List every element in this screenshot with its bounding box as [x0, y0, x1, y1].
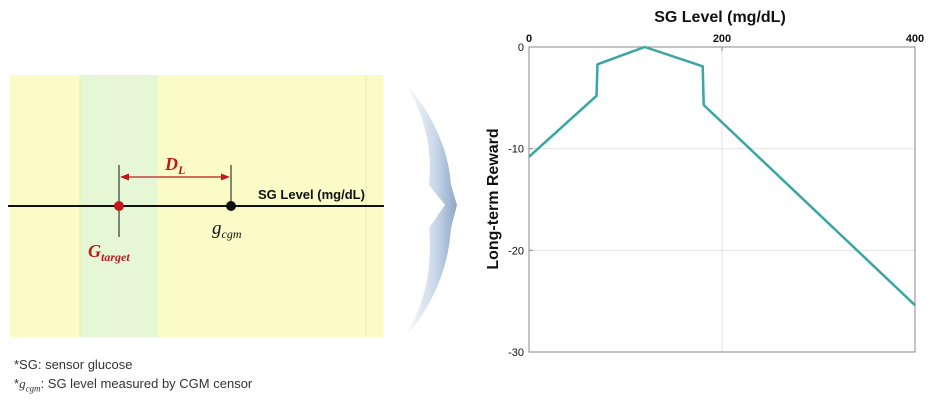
- x-tick-label: 200: [713, 33, 731, 45]
- target-label: Gtarget: [88, 241, 130, 264]
- chart-grid: [529, 47, 915, 352]
- distance-arrow-left-head: [120, 173, 129, 181]
- y-tick-label: -30: [508, 347, 524, 359]
- x-tick-label: 0: [526, 33, 532, 45]
- x-tick-label: 400: [906, 33, 924, 45]
- target-point: [114, 201, 124, 211]
- chart-ticks: 0 -10 -20 -30 0 200 400: [508, 33, 924, 359]
- chart-y-axis-label: Long-term Reward: [485, 128, 502, 269]
- cgm-footnote-sub: cgm: [25, 383, 41, 394]
- sg-axis-label: SG Level (mg/dL): [258, 187, 365, 202]
- distance-label: DL: [164, 154, 185, 177]
- cgm-label: gcgm: [212, 218, 242, 241]
- transition-arrow-shape: [403, 80, 457, 340]
- cgm-footnote: *gcgm: SG level measured by CGM censor: [14, 376, 252, 394]
- reward-distance-diagram: SG Level (mg/dL) DL Gtarget gcgm *SG: se…: [0, 0, 400, 401]
- cgm-footnote-symbol: g: [19, 376, 26, 391]
- y-tick-label: -20: [508, 245, 524, 257]
- cgm-footnote-text: : SG level measured by CGM censor: [40, 376, 253, 391]
- cgm-point: [226, 201, 236, 211]
- reward-series-line: [528, 45, 916, 307]
- distance-diagram-svg: SG Level (mg/dL) DL Gtarget gcgm: [8, 75, 384, 337]
- chart-title: SG Level (mg/dL): [654, 9, 786, 26]
- transition-arrow: [403, 80, 457, 340]
- cgm-footnote-prefix: *: [14, 376, 20, 391]
- y-tick-label: 0: [518, 42, 524, 54]
- y-tick-label: -10: [508, 144, 524, 156]
- distance-arrow-right-head: [221, 173, 230, 181]
- sg-footnote: *SG: sensor glucose: [14, 357, 133, 372]
